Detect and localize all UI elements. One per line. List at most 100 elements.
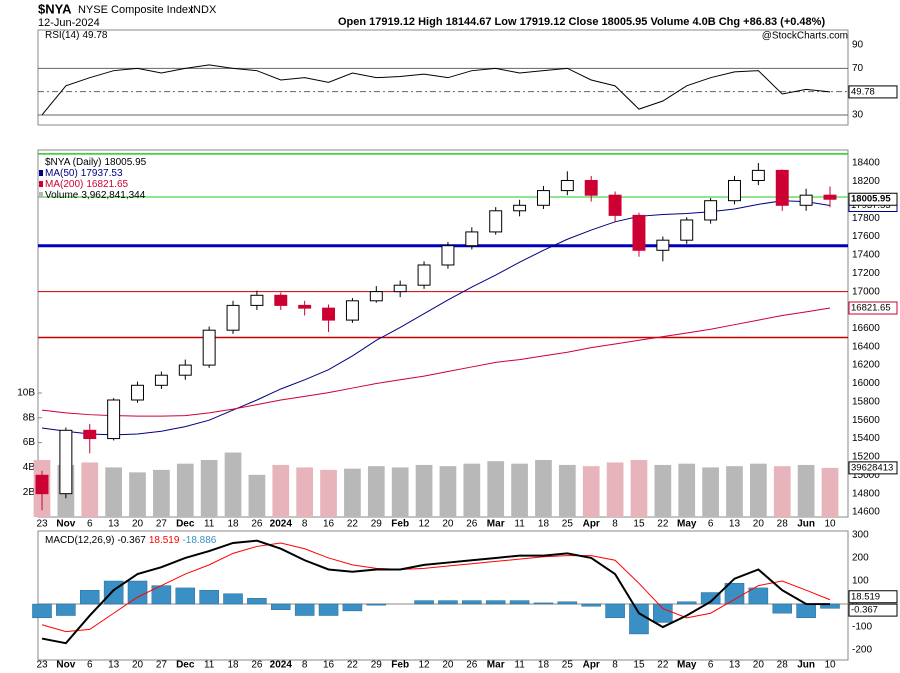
candle-body [322, 307, 336, 321]
x-tick-label: 15 [633, 519, 645, 530]
x-tick-label: 26 [251, 519, 263, 530]
y-tick-label: 17600 [852, 231, 880, 242]
x-tick-label: 20 [753, 519, 765, 530]
x-tick-label: 11 [204, 660, 215, 671]
candle-body [751, 169, 765, 181]
value-tag-box [848, 461, 898, 475]
volume-bar [678, 463, 696, 517]
y-tick-label: 70 [852, 63, 864, 74]
x-tick-label: Apr [583, 660, 600, 671]
legend-entry: RSI(14) 49.78 [45, 30, 108, 41]
x-tick-label: Mar [487, 519, 505, 530]
x-tick-label: May [677, 660, 697, 671]
x-tick-label: 20 [442, 660, 454, 671]
value-tag: 39628413 [851, 462, 893, 473]
volume-bar [750, 463, 767, 517]
volume-bar [344, 468, 361, 517]
histogram-bar [80, 590, 100, 605]
histogram-bar [748, 587, 769, 605]
candle-body [441, 245, 455, 266]
volume-bar [320, 469, 337, 517]
legend-text: 18.519 [149, 535, 180, 546]
y2-tick-label: 8B [23, 412, 36, 423]
x-tick-label: Jun [797, 519, 815, 530]
value-tag-box [848, 192, 898, 206]
candle-body [417, 264, 431, 286]
histogram-bar [485, 600, 506, 605]
quote: Open 17919.12 High 18144.67 Low 17919.12… [338, 16, 825, 28]
y2-tick-label: 4B [23, 462, 36, 473]
candle-body [704, 200, 718, 221]
candle-body [107, 399, 121, 440]
volume-bar [153, 469, 170, 517]
x-tick-label: Dec [176, 660, 195, 671]
x-tick-label: 23 [36, 519, 48, 530]
y-tick-label: 17000 [852, 286, 880, 297]
legend-entry: Volume 3,962,841,344 [45, 190, 146, 201]
line [41, 64, 831, 116]
candle-body [560, 179, 574, 192]
candle-body [83, 429, 97, 440]
legend-text: -0.367 [117, 535, 146, 546]
histogram-bar [103, 580, 124, 605]
volume-bar [81, 462, 99, 517]
volume-bar [200, 459, 218, 517]
volume-bar [654, 464, 672, 517]
x-tick-label: 28 [777, 660, 789, 671]
value-tag: 49.78 [851, 86, 875, 97]
candle-body [59, 429, 73, 495]
x-tick-label: 13 [108, 660, 120, 671]
y-tick-label: 15000 [852, 470, 880, 481]
legend-entry: $NYA (Daily) 18005.95 [45, 157, 147, 168]
x-tick-label: 8 [302, 519, 308, 530]
y-tick-label: 16200 [852, 360, 880, 371]
histogram-bar [700, 592, 721, 605]
x-tick-label: 22 [657, 519, 669, 530]
legend-text: 3,962,841,344 [81, 190, 145, 201]
x-tick-label: 11 [514, 660, 525, 671]
legend-text: $NYA (Daily) [45, 157, 102, 168]
x-tick-label: 8 [612, 519, 618, 530]
volume-bar [821, 467, 839, 517]
volume-bar [463, 463, 481, 517]
x-tick-label: 6 [708, 660, 714, 671]
x-tick-label: 8 [612, 660, 618, 671]
y-tick-label: 17200 [852, 268, 880, 279]
x-tick-label: 13 [729, 519, 741, 530]
x-tick-label: 27 [156, 660, 168, 671]
rsi-panel [37, 29, 849, 126]
x-tick-label: 29 [371, 660, 383, 671]
x-tick-label: 25 [562, 519, 574, 530]
y-tick-label: 200 [852, 553, 869, 564]
value-tag: 18.519 [851, 591, 880, 602]
value-tag-box [848, 590, 898, 604]
price-panel [37, 149, 849, 518]
x-tick-label: 12 [418, 660, 430, 671]
histogram-bar [772, 603, 792, 614]
y-tick-label: -100 [852, 622, 872, 633]
x-tick-label: Dec [176, 519, 195, 530]
histogram-bar [366, 603, 387, 606]
candle-body [131, 384, 144, 401]
watermark: @StockCharts.com [762, 31, 848, 42]
x-tick-label: 28 [777, 519, 789, 530]
x-tick-label: 16 [323, 519, 335, 530]
line [41, 200, 831, 436]
histogram-bar [32, 603, 52, 619]
x-tick-label: 18 [538, 660, 550, 671]
x-tick-label: Feb [391, 519, 409, 530]
candle-body [250, 294, 264, 306]
legend-entry: MA(50) 17937.53 [45, 168, 123, 179]
legend-text: MACD(12,26,9) [45, 535, 114, 546]
x-tick-label: 18 [227, 660, 239, 671]
candle-body [154, 374, 168, 386]
volume-bar [105, 467, 122, 517]
histogram-bar [318, 603, 339, 616]
candle-body [536, 190, 550, 206]
histogram-bar [605, 603, 625, 619]
histogram-bar [271, 603, 291, 610]
volume-bar [535, 459, 552, 517]
volume-bar [582, 466, 600, 517]
candle-body [584, 179, 598, 196]
